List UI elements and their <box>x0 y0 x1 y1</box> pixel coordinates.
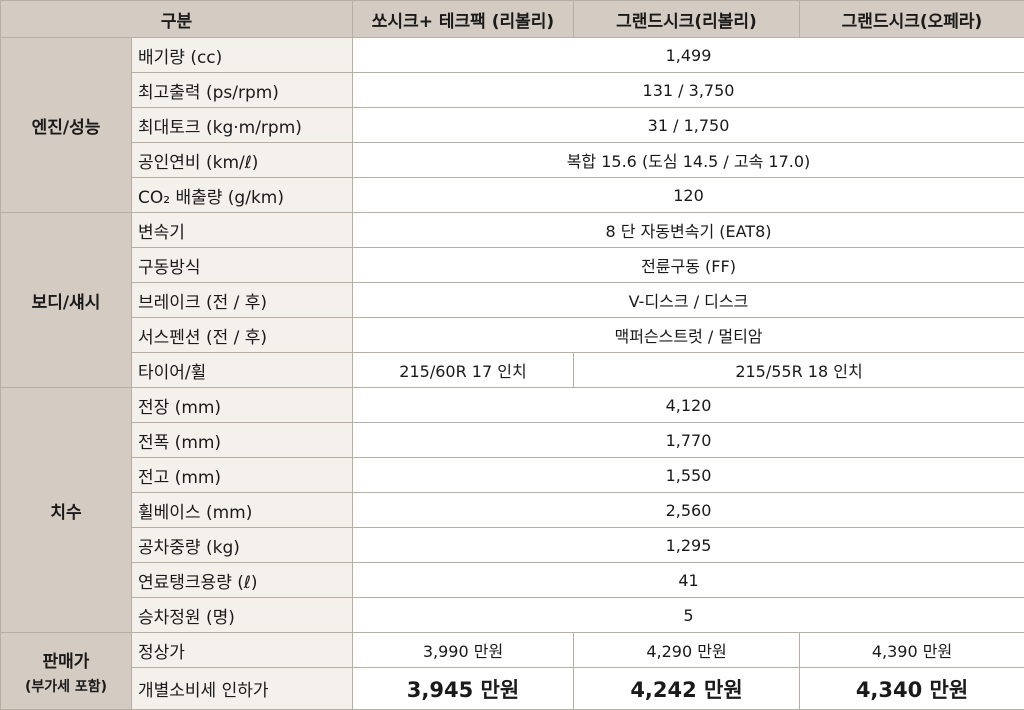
header-row: 구분 쏘시크+ 테크팩 (리볼리) 그랜드시크(리볼리) 그랜드시크(오페라) <box>0 0 1024 38</box>
row-value: 1,770 <box>351 422 1024 458</box>
row-value: 1,295 <box>351 527 1024 563</box>
row-label: 승차정원 (명) <box>131 597 353 633</box>
row-value: 1,550 <box>351 457 1024 493</box>
price-trim-3: 4,390 만원 <box>799 632 1024 668</box>
header-category: 구분 <box>0 0 353 38</box>
price-trim-1: 3,990 만원 <box>352 632 574 668</box>
row-value: 215/60R 17 인치 <box>352 352 574 388</box>
row-label: 개별소비세 인하가 <box>131 667 353 710</box>
table-row: 구동방식 전륜구동 (FF) <box>1 247 1024 283</box>
row-label: 연료탱크용량 (ℓ) <box>131 562 353 598</box>
tax-price-trim-1: 3,945 만원 <box>352 667 574 710</box>
table-row: 전고 (mm) 1,550 <box>1 457 1024 493</box>
row-value: V-디스크 / 디스크 <box>351 282 1024 318</box>
row-label: 변속기 <box>131 212 353 248</box>
row-label: 구동방식 <box>131 247 353 283</box>
table-row: 보디/섀시 변속기 8 단 자동변속기 (EAT8) <box>0 212 1024 388</box>
table-row: 판매가 (부가세 포함) 정상가 3,990 만원 4,290 만원 4,390… <box>0 632 1024 710</box>
table-row: 연료탱크용량 (ℓ) 41 <box>1 562 1024 598</box>
row-label: CO₂ 배출량 (g/km) <box>131 177 353 213</box>
row-label: 타이어/휠 <box>131 352 353 388</box>
table-row: 서스펜션 (전 / 후) 맥퍼슨스트럿 / 멀티암 <box>1 317 1024 353</box>
row-label: 서스펜션 (전 / 후) <box>131 317 353 353</box>
table-row: 휠베이스 (mm) 2,560 <box>1 492 1024 528</box>
table-row: 공인연비 (km/ℓ) 복합 15.6 (도심 14.5 / 고속 17.0) <box>1 142 1024 178</box>
table-row: 최고출력 (ps/rpm) 131 / 3,750 <box>1 72 1024 108</box>
table-row: CO₂ 배출량 (g/km) 120 <box>1 177 1024 213</box>
table-row: 타이어/휠 215/60R 17 인치 215/55R 18 인치 <box>1 352 1024 388</box>
row-label: 최대토크 (kg·m/rpm) <box>131 107 353 143</box>
row-value: 8 단 자동변속기 (EAT8) <box>351 212 1024 248</box>
row-label: 배기량 (cc) <box>131 37 353 73</box>
group-dimensions: 치수 <box>0 387 132 633</box>
group-engine: 엔진/성능 <box>0 37 132 213</box>
row-label: 최고출력 (ps/rpm) <box>131 72 353 108</box>
group-price: 판매가 (부가세 포함) <box>0 632 132 710</box>
tax-price-trim-3: 4,340 만원 <box>799 667 1024 710</box>
table-row: 개별소비세 인하가 3,945 만원 4,242 만원 4,340 만원 <box>1 667 1024 710</box>
row-label: 브레이크 (전 / 후) <box>131 282 353 318</box>
row-value: 41 <box>351 562 1024 598</box>
table-row: 브레이크 (전 / 후) V-디스크 / 디스크 <box>1 282 1024 318</box>
row-value: 5 <box>351 597 1024 633</box>
group-price-label: 판매가 <box>42 651 90 672</box>
tax-price-trim-2: 4,242 만원 <box>572 667 801 710</box>
price-trim-2: 4,290 만원 <box>572 632 801 668</box>
table-row: 엔진/성능 배기량 (cc) 1,499 <box>0 37 1024 213</box>
table-row: 승차정원 (명) 5 <box>1 597 1024 633</box>
header-trim-3: 그랜드시크(오페라) <box>799 0 1024 38</box>
row-value: 1,499 <box>351 37 1024 73</box>
row-label: 전폭 (mm) <box>131 422 353 458</box>
row-label: 정상가 <box>131 632 353 668</box>
row-value: 4,120 <box>351 387 1024 423</box>
row-value: 맥퍼슨스트럿 / 멀티암 <box>351 317 1024 353</box>
table-row: 최대토크 (kg·m/rpm) 31 / 1,750 <box>1 107 1024 143</box>
group-price-sub: (부가세 포함) <box>24 678 108 695</box>
row-value: 215/55R 18 인치 <box>572 352 1024 388</box>
row-label: 공인연비 (km/ℓ) <box>131 142 353 178</box>
row-value: 131 / 3,750 <box>351 72 1024 108</box>
row-value: 2,560 <box>351 492 1024 528</box>
row-value: 복합 15.6 (도심 14.5 / 고속 17.0) <box>351 142 1024 178</box>
table-row: 전폭 (mm) 1,770 <box>1 422 1024 458</box>
row-value: 31 / 1,750 <box>351 107 1024 143</box>
table-row: 치수 전장 (mm) 4,120 <box>0 387 1024 633</box>
group-body: 보디/섀시 <box>0 212 132 388</box>
table-row: 공차중량 (kg) 1,295 <box>1 527 1024 563</box>
header-trim-1: 쏘시크+ 테크팩 (리볼리) <box>352 0 574 38</box>
row-label: 휠베이스 (mm) <box>131 492 353 528</box>
row-value: 120 <box>351 177 1024 213</box>
row-value: 전륜구동 (FF) <box>351 247 1024 283</box>
row-label: 전장 (mm) <box>131 387 353 423</box>
row-label: 공차중량 (kg) <box>131 527 353 563</box>
header-trim-2: 그랜드시크(리볼리) <box>572 0 801 38</box>
row-label: 전고 (mm) <box>131 457 353 493</box>
